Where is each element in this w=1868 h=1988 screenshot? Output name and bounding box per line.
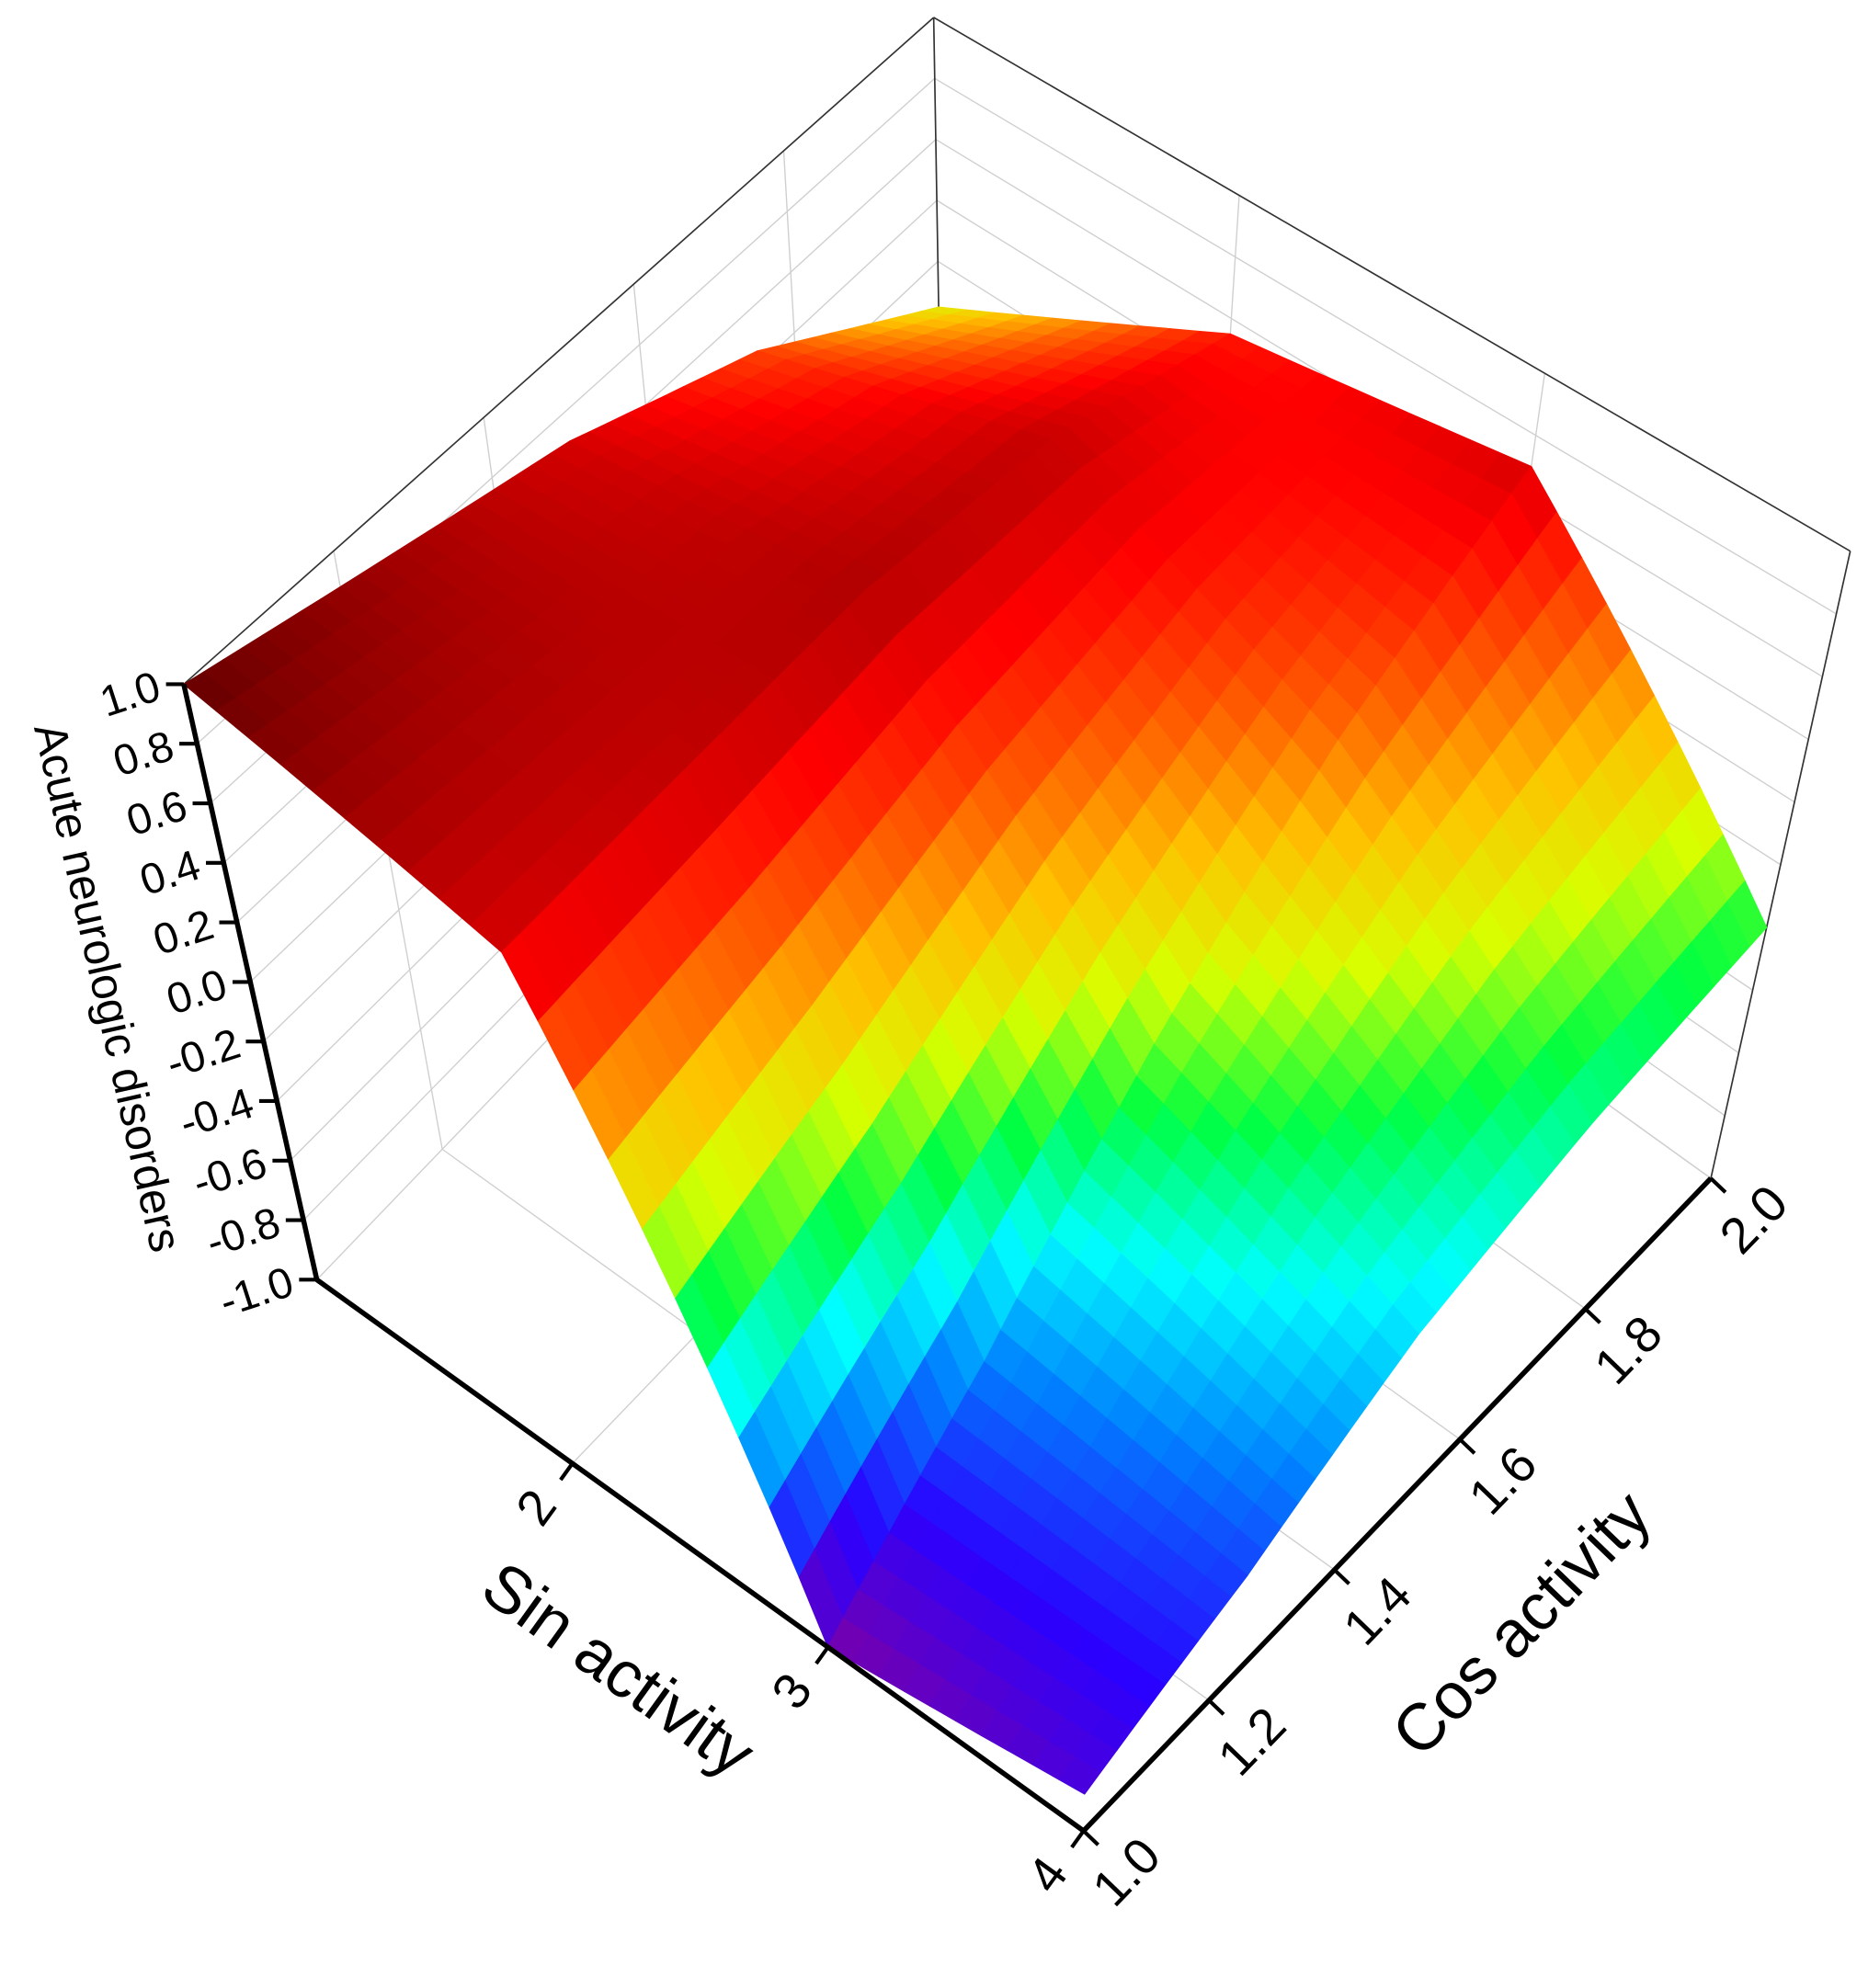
z-tick-label: -0.6 [187,1139,272,1207]
x-tick-label: 4 [1016,1846,1078,1903]
box-edge [183,17,935,686]
z-tick-label: -0.2 [161,1019,246,1087]
axis-line [315,1278,1086,1834]
y-tick [1458,1437,1476,1455]
z-tick-label: -0.4 [174,1079,259,1147]
z-tick-label: 0.2 [147,900,219,964]
y-tick [1333,1568,1350,1585]
surface [183,306,1768,1795]
x-tick [814,1645,830,1665]
x-tick-label: 3 [760,1663,823,1719]
x-axis-title: Sin activity [469,1548,768,1791]
y-tick [1082,1829,1099,1846]
x-tick-label: 2 [505,1479,567,1535]
z-tick-label: 0.8 [108,721,179,786]
y-axis-title: Cos activity [1378,1477,1665,1770]
y-tick [1584,1307,1601,1324]
z-tick-label: 0.4 [134,841,206,905]
z-tick-label: 0.0 [161,960,233,1024]
grid-line [934,77,1837,615]
z-tick-label: 0.6 [120,781,192,846]
z-tick-label: -1.0 [213,1257,299,1325]
x-tick [559,1462,575,1482]
z-tick-label: -0.8 [200,1198,286,1266]
z-tick-label: 1.0 [94,662,165,726]
x-tick [1070,1829,1086,1849]
y-tick [1207,1698,1225,1716]
axis-line [1081,1176,1714,1833]
surface-patch [1057,1755,1101,1795]
box-edge [1710,551,1851,1179]
y-tick [1709,1176,1727,1194]
box-edge [933,17,1851,552]
